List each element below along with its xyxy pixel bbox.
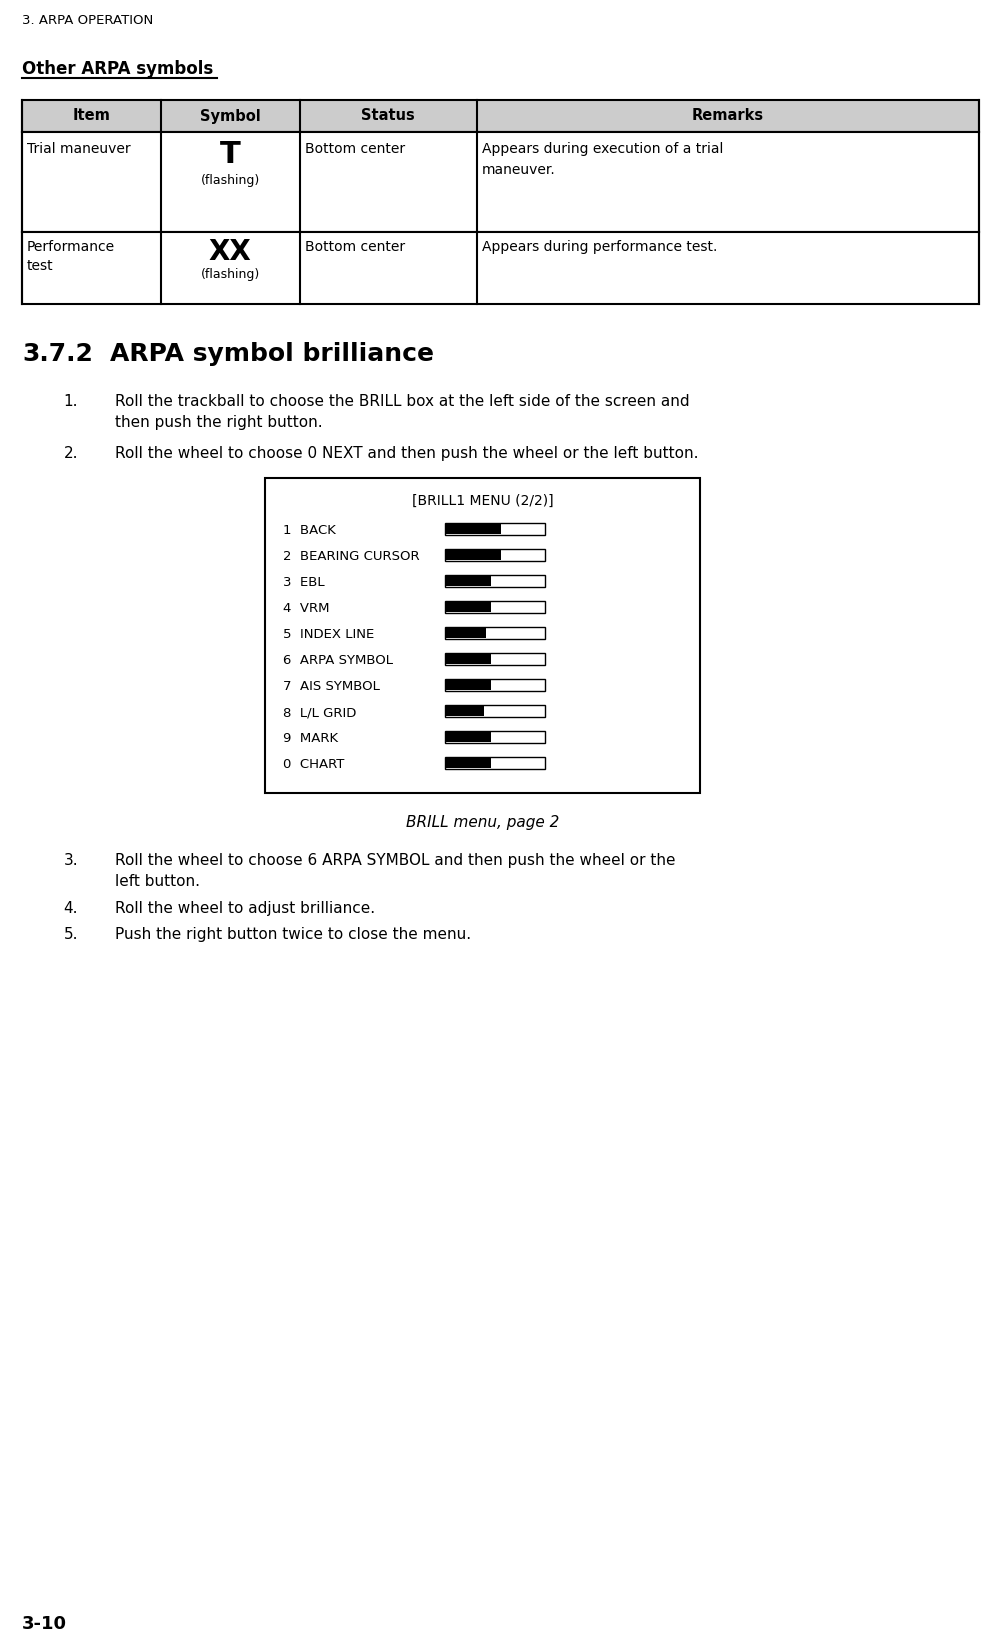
Text: Item: Item <box>72 108 110 124</box>
Text: Appears during execution of a trial
maneuver.: Appears during execution of a trial mane… <box>481 142 723 176</box>
Text: 5.: 5. <box>63 927 78 942</box>
Bar <box>446 681 491 690</box>
Text: Performance
test: Performance test <box>27 240 115 274</box>
Text: 8  L/L GRID: 8 L/L GRID <box>283 707 356 720</box>
Text: 2  BEARING CURSOR: 2 BEARING CURSOR <box>283 550 419 563</box>
Text: 1.: 1. <box>63 393 78 410</box>
Text: Other ARPA symbols: Other ARPA symbols <box>22 60 213 78</box>
Text: 9  MARK: 9 MARK <box>283 733 338 744</box>
Text: Status: Status <box>361 108 415 124</box>
Text: Appears during performance test.: Appears during performance test. <box>481 240 717 255</box>
Bar <box>445 731 545 743</box>
Text: 7  AIS SYMBOL: 7 AIS SYMBOL <box>283 681 379 694</box>
Bar <box>446 757 491 769</box>
Bar <box>445 522 545 535</box>
Text: Push the right button twice to close the menu.: Push the right button twice to close the… <box>115 927 471 942</box>
Text: 3.7.2: 3.7.2 <box>22 343 93 366</box>
Bar <box>446 733 491 743</box>
Text: 0  CHART: 0 CHART <box>283 757 344 770</box>
Bar <box>445 574 545 588</box>
Text: 5  INDEX LINE: 5 INDEX LINE <box>283 628 374 641</box>
Bar <box>446 602 491 612</box>
Bar <box>22 100 979 132</box>
Text: 1  BACK: 1 BACK <box>283 524 336 537</box>
Bar <box>446 707 484 716</box>
Bar <box>445 757 545 769</box>
Text: ARPA symbol brilliance: ARPA symbol brilliance <box>110 343 434 366</box>
Text: (flashing): (flashing) <box>200 175 260 188</box>
Text: 4  VRM: 4 VRM <box>283 602 329 615</box>
Text: Bottom center: Bottom center <box>304 142 404 157</box>
Text: [BRILL1 MENU (2/2)]: [BRILL1 MENU (2/2)] <box>411 494 554 508</box>
Text: Bottom center: Bottom center <box>304 240 404 255</box>
Bar <box>445 705 545 716</box>
Text: Roll the trackball to choose the BRILL box at the left side of the screen and
th: Roll the trackball to choose the BRILL b… <box>115 393 690 429</box>
Text: 3.: 3. <box>63 854 78 868</box>
Bar <box>22 232 979 304</box>
Text: 2.: 2. <box>63 446 78 460</box>
Bar <box>265 478 700 793</box>
Text: Roll the wheel to choose 0 NEXT and then push the wheel or the left button.: Roll the wheel to choose 0 NEXT and then… <box>115 446 699 460</box>
Bar <box>446 628 486 638</box>
Text: Remarks: Remarks <box>692 108 764 124</box>
Text: Roll the wheel to adjust brilliance.: Roll the wheel to adjust brilliance. <box>115 901 375 916</box>
Bar <box>445 653 545 664</box>
Text: XX: XX <box>209 238 251 266</box>
Text: 6  ARPA SYMBOL: 6 ARPA SYMBOL <box>283 654 393 667</box>
Bar <box>445 548 545 561</box>
Bar <box>446 524 500 534</box>
Bar <box>446 550 500 560</box>
Text: 4.: 4. <box>63 901 78 916</box>
Bar <box>446 576 491 586</box>
Text: Roll the wheel to choose 6 ARPA SYMBOL and then push the wheel or the
left butto: Roll the wheel to choose 6 ARPA SYMBOL a… <box>115 854 676 889</box>
Text: Trial maneuver: Trial maneuver <box>27 142 130 157</box>
Bar <box>445 627 545 640</box>
Text: 3-10: 3-10 <box>22 1616 67 1632</box>
Bar <box>445 679 545 690</box>
Text: T: T <box>220 140 240 170</box>
Bar <box>446 654 491 664</box>
Bar <box>22 132 979 232</box>
Text: 3  EBL: 3 EBL <box>283 576 324 589</box>
Text: 3. ARPA OPERATION: 3. ARPA OPERATION <box>22 15 153 28</box>
Text: (flashing): (flashing) <box>200 268 260 281</box>
Text: BRILL menu, page 2: BRILL menu, page 2 <box>405 814 560 831</box>
Text: Symbol: Symbol <box>200 108 260 124</box>
Bar <box>445 601 545 614</box>
